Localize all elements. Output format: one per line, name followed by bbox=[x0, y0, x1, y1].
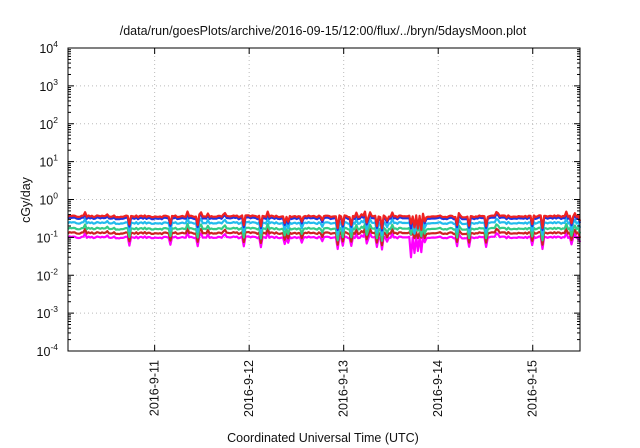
y-tick-label: 10-4 bbox=[37, 342, 59, 359]
x-tick-label: 2016-9-12 bbox=[242, 360, 256, 417]
y-tick-label: 101 bbox=[39, 153, 58, 170]
series-lines bbox=[67, 210, 582, 259]
y-tick-label: 100 bbox=[39, 191, 58, 208]
grid-lines bbox=[68, 48, 580, 351]
series-line bbox=[67, 231, 582, 259]
y-tick-label: 10-3 bbox=[37, 304, 59, 321]
x-tick-label: 2016-9-15 bbox=[526, 360, 540, 417]
chart-title: /data/run/goesPlots/archive/2016-09-15/1… bbox=[120, 24, 527, 38]
y-axis-ticks: 10-4 10-3 10-2 10-1 100 101 102 103 104 bbox=[37, 39, 580, 359]
series-line bbox=[67, 227, 582, 247]
y-tick-label: 10-1 bbox=[37, 228, 59, 245]
series-line bbox=[67, 222, 582, 242]
series-line bbox=[67, 217, 582, 237]
series-line bbox=[67, 210, 582, 231]
x-axis-label: Coordinated Universal Time (UTC) bbox=[227, 431, 419, 445]
y-tick-label: 10-2 bbox=[37, 266, 59, 283]
x-tick-label: 2016-9-13 bbox=[337, 360, 351, 417]
x-tick-label: 2016-9-11 bbox=[148, 360, 162, 416]
y-axis-label: cGy/day bbox=[19, 176, 33, 223]
x-tick-label: 2016-9-14 bbox=[431, 360, 445, 417]
y-tick-label: 102 bbox=[39, 115, 58, 132]
x-axis-ticks: 2016-9-11 2016-9-12 2016-9-13 2016-9-14 2016… bbox=[148, 48, 540, 417]
y-tick-label: 104 bbox=[39, 39, 58, 56]
y-tick-label: 103 bbox=[39, 77, 58, 94]
